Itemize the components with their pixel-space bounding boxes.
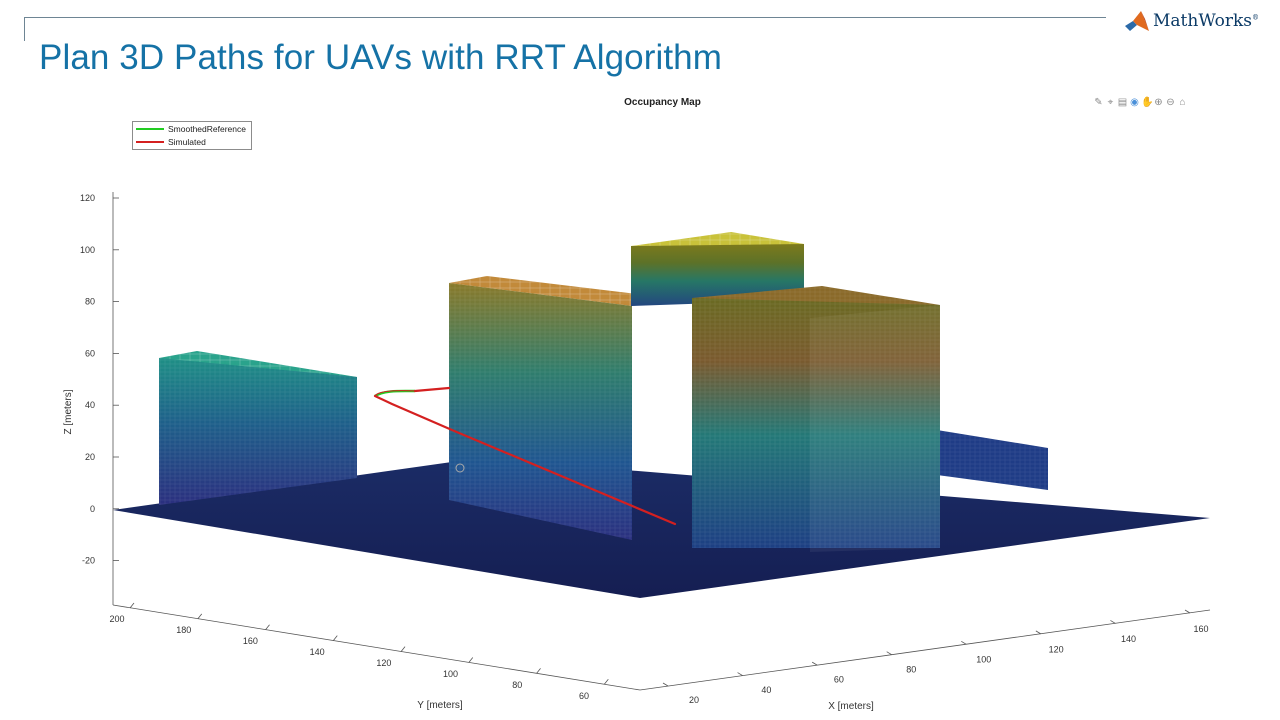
membrane-logo-icon	[1125, 11, 1149, 31]
logo-text: MathWorks	[1153, 11, 1253, 31]
rotate-cursor-icon	[455, 463, 465, 473]
x-tick-label: 40	[761, 685, 771, 695]
y-tick-label: 80	[512, 680, 522, 690]
hand-icon[interactable]: ✋	[1141, 97, 1154, 108]
x-tick-label: 160	[1193, 624, 1208, 634]
flight-path	[373, 386, 677, 526]
simulated-path	[373, 386, 677, 526]
x-tick-label: 120	[1049, 644, 1064, 654]
x-tick-label: 20	[689, 695, 699, 705]
x-tick-label: 100	[976, 654, 991, 664]
z-tick-label: 100	[80, 245, 95, 255]
y-tick	[400, 646, 406, 652]
y-axis: 200 180 160 140 120 100 80 60	[109, 602, 641, 701]
z-tick-label: 80	[85, 297, 95, 307]
x-tick	[886, 651, 892, 656]
building-left	[159, 351, 357, 505]
y-tick	[536, 668, 541, 674]
data-cursor-icon[interactable]: ⌖	[1107, 97, 1114, 108]
y-tick-label: 140	[310, 647, 325, 657]
smoothed-reference-path	[374, 389, 416, 398]
building-front	[692, 286, 940, 552]
x-axis-label: X [meters]	[828, 701, 874, 712]
building-tallest	[631, 232, 804, 306]
y-tick-label: 100	[443, 669, 458, 679]
header-rule	[24, 17, 1106, 18]
mathworks-logo: MathWorks®	[1124, 6, 1259, 36]
legend[interactable]: SmoothedReference Simulated	[132, 121, 252, 150]
slide-title: Plan 3D Paths for UAVs with RRT Algorith…	[39, 38, 722, 77]
x-tick	[1110, 620, 1116, 624]
legend-swatch-simulated	[136, 141, 164, 143]
z-tick-label: 120	[80, 193, 95, 203]
y-tick	[468, 657, 474, 663]
x-tick	[961, 640, 967, 645]
y-tick	[332, 635, 338, 641]
zoom-out-icon[interactable]: ⊖	[1166, 97, 1175, 108]
y-tick-label: 180	[176, 625, 191, 635]
y-tick-label: 60	[579, 691, 589, 701]
brush-icon[interactable]: ✎	[1094, 97, 1103, 108]
chart-title: Occupancy Map	[624, 97, 701, 108]
x-tick-label: 140	[1121, 634, 1136, 644]
x-tick	[737, 672, 743, 676]
legend-label-simulated: Simulated	[168, 137, 206, 147]
rotate-icon[interactable]: ◉	[1130, 97, 1139, 108]
x-tick	[811, 661, 818, 666]
z-tick-label: 20	[85, 452, 95, 462]
z-axis-label: Z [meters]	[63, 389, 74, 434]
x-tick	[662, 682, 669, 687]
z-tick-label: 60	[85, 348, 95, 358]
y-tick-label: 120	[376, 658, 391, 668]
y-tick	[129, 602, 135, 609]
z-axis: 120 100 80 60 40 20 0 -20	[80, 192, 119, 605]
y-axis-label: Y [meters]	[417, 700, 463, 711]
y-tick	[197, 613, 203, 620]
z-tick-label: 40	[85, 400, 95, 410]
home-icon[interactable]: ⌂	[1179, 97, 1186, 108]
x-tick	[1184, 609, 1191, 614]
header-rule-tick	[24, 17, 25, 41]
zoom-in-icon[interactable]: ⊕	[1154, 97, 1163, 108]
z-tick-label: -20	[82, 556, 95, 566]
building-middle	[449, 276, 670, 540]
y-tick	[265, 624, 270, 631]
legend-swatch-smoothed	[136, 128, 164, 130]
legend-label-smoothed: SmoothedReference	[168, 124, 246, 134]
x-axis: 20 40 60 80 100 120 140 160	[639, 609, 1211, 705]
pan-icon[interactable]: ▤	[1117, 97, 1128, 108]
axes-toolbar: ✎ ⌖ ▤ ◉ ✋ ⊕ ⊖ ⌂	[1093, 97, 1188, 109]
legend-item-smoothed: SmoothedReference	[133, 123, 251, 135]
y-tick-label: 200	[109, 614, 124, 624]
ground-plane	[113, 458, 1210, 598]
legend-item-simulated: Simulated	[133, 136, 251, 148]
x-tick	[1035, 630, 1042, 635]
y-tick	[603, 679, 609, 685]
x-tick-label: 60	[834, 675, 844, 685]
y-tick-label: 160	[243, 636, 258, 646]
x-tick-label: 80	[906, 665, 916, 675]
z-tick-label: 0	[90, 504, 95, 514]
